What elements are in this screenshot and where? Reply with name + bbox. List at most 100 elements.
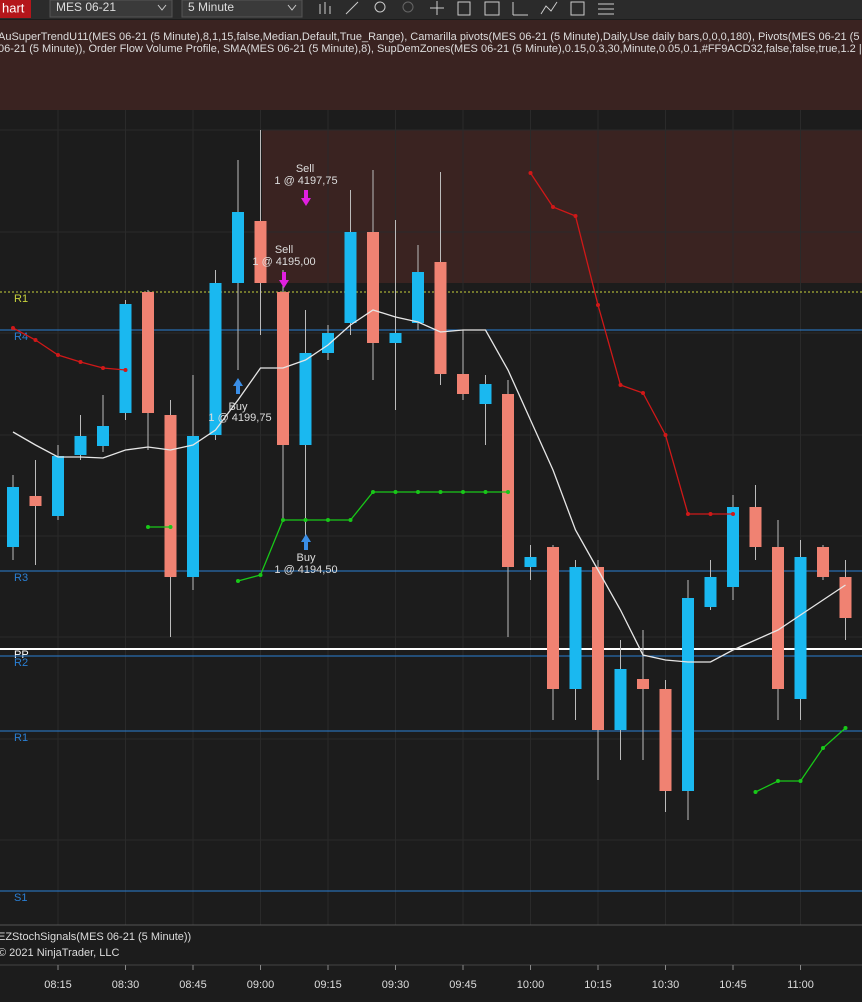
trade-side: Sell: [296, 163, 314, 175]
supply-zone: [0, 20, 862, 110]
x-tick-label: 09:45: [449, 979, 477, 991]
indicator-dot: [843, 726, 848, 730]
indicator-dot: [303, 518, 308, 522]
candle-body: [569, 567, 582, 689]
x-tick-label: 11:00: [787, 979, 814, 991]
candle-body: [457, 374, 469, 394]
pivot-label: R3: [14, 572, 28, 584]
indicator-dot: [641, 391, 645, 395]
pivot-label: S1: [14, 892, 27, 904]
pivot-label: PP: [14, 649, 29, 661]
pivot-label: R1: [14, 732, 28, 744]
x-tick-label: 10:15: [584, 979, 612, 991]
candle-body: [727, 507, 739, 587]
indicator-dot: [393, 490, 398, 494]
candle-body: [389, 333, 402, 343]
zoom-out-icon[interactable]: [402, 1, 414, 13]
indicator-dot: [258, 573, 263, 577]
interval-select[interactable]: [181, 0, 303, 18]
indicator-dot: [11, 326, 15, 330]
indicator-dot: [686, 512, 690, 516]
candle-body: [232, 212, 244, 283]
pivot-label: R2: [14, 657, 28, 669]
candle-body: [794, 557, 807, 699]
chart-button-label: hart: [2, 0, 25, 15]
indicator-dot: [348, 518, 353, 522]
bars-icon[interactable]: [319, 2, 331, 14]
indicator-line: [529, 172, 733, 515]
copyright: © 2021 NinjaTrader, LLC: [0, 947, 119, 959]
indicator-dot: [483, 490, 488, 494]
indicators-icon[interactable]: [540, 1, 558, 15]
x-tick-label: 08:45: [179, 979, 207, 991]
indicator-dot: [371, 490, 375, 494]
indicator-dot: [821, 746, 825, 750]
candle-body: [839, 577, 852, 618]
chart-button[interactable]: [0, 0, 31, 18]
indicator-dot: [281, 518, 285, 522]
candle-body: [142, 292, 154, 413]
candle-body: [187, 436, 199, 577]
indicator-dot: [573, 214, 578, 218]
indicator-dot: [596, 303, 600, 307]
candle-body: [322, 333, 334, 353]
draw-icon[interactable]: [345, 1, 359, 15]
candle-body: [547, 547, 559, 689]
indicator-dot: [731, 512, 735, 516]
indicator-dot: [753, 790, 758, 794]
dropdown-arrow: [287, 4, 297, 11]
x-tick-label: 10:00: [517, 979, 545, 991]
indicator-dot: [168, 525, 173, 529]
menu-icon[interactable]: [598, 3, 614, 15]
candle-body: [412, 272, 424, 323]
indicator-dot: [461, 490, 465, 494]
candle-body: [97, 426, 109, 446]
x-tick-label: 09:00: [247, 979, 275, 991]
candle-body: [74, 436, 87, 455]
indicator-dot: [146, 525, 150, 529]
templates-icon[interactable]: [484, 1, 500, 16]
candle-body: [209, 283, 222, 435]
indicator-dot: [798, 779, 803, 783]
candle-body: [637, 679, 649, 689]
indicator-dot: [123, 368, 128, 372]
trade-arrow: [233, 378, 243, 394]
properties-icon[interactable]: [457, 1, 471, 16]
zoom-in-icon[interactable]: [374, 1, 386, 13]
candle-body: [299, 353, 312, 445]
indicator-dot: [663, 433, 668, 437]
indicator-dot: [708, 512, 713, 516]
x-tick-label: 08:30: [112, 979, 140, 991]
indicator-dot: [101, 366, 105, 370]
instrument-select[interactable]: [49, 0, 173, 18]
indicator-dot: [776, 779, 780, 783]
candle-body: [164, 415, 177, 577]
trade-arrow: [301, 534, 311, 550]
indicator-dot: [551, 205, 555, 209]
indicator-dot: [78, 360, 83, 364]
candle-body: [749, 507, 762, 547]
candle-body: [592, 567, 604, 730]
indicator-dot: [326, 518, 330, 522]
indicator-list: AuSuperTrendU11(MES 06-21 (5 Minute),8,1…: [0, 31, 862, 43]
strategies-icon[interactable]: [512, 2, 528, 16]
indicator-dot: [33, 338, 38, 342]
supply-zone: [262, 130, 862, 283]
candle-body: [659, 689, 672, 791]
toolbar-icons: [319, 1, 614, 16]
instrument: MES 06-21: [56, 0, 116, 14]
indicator-list: 06-21 (5 Minute)), Order Flow Volume Pro…: [0, 43, 862, 55]
pivot-label: R1: [14, 293, 28, 305]
snapshot-icon[interactable]: [570, 1, 585, 16]
x-tick-label: 09:30: [382, 979, 410, 991]
candle-body: [817, 547, 829, 577]
crosshair-icon[interactable]: [430, 1, 444, 15]
candle-body: [29, 496, 42, 506]
candle-body: [434, 262, 447, 374]
indicator-dot: [506, 490, 510, 494]
indicator-dot: [438, 490, 443, 494]
dropdown-arrow: [157, 4, 167, 11]
